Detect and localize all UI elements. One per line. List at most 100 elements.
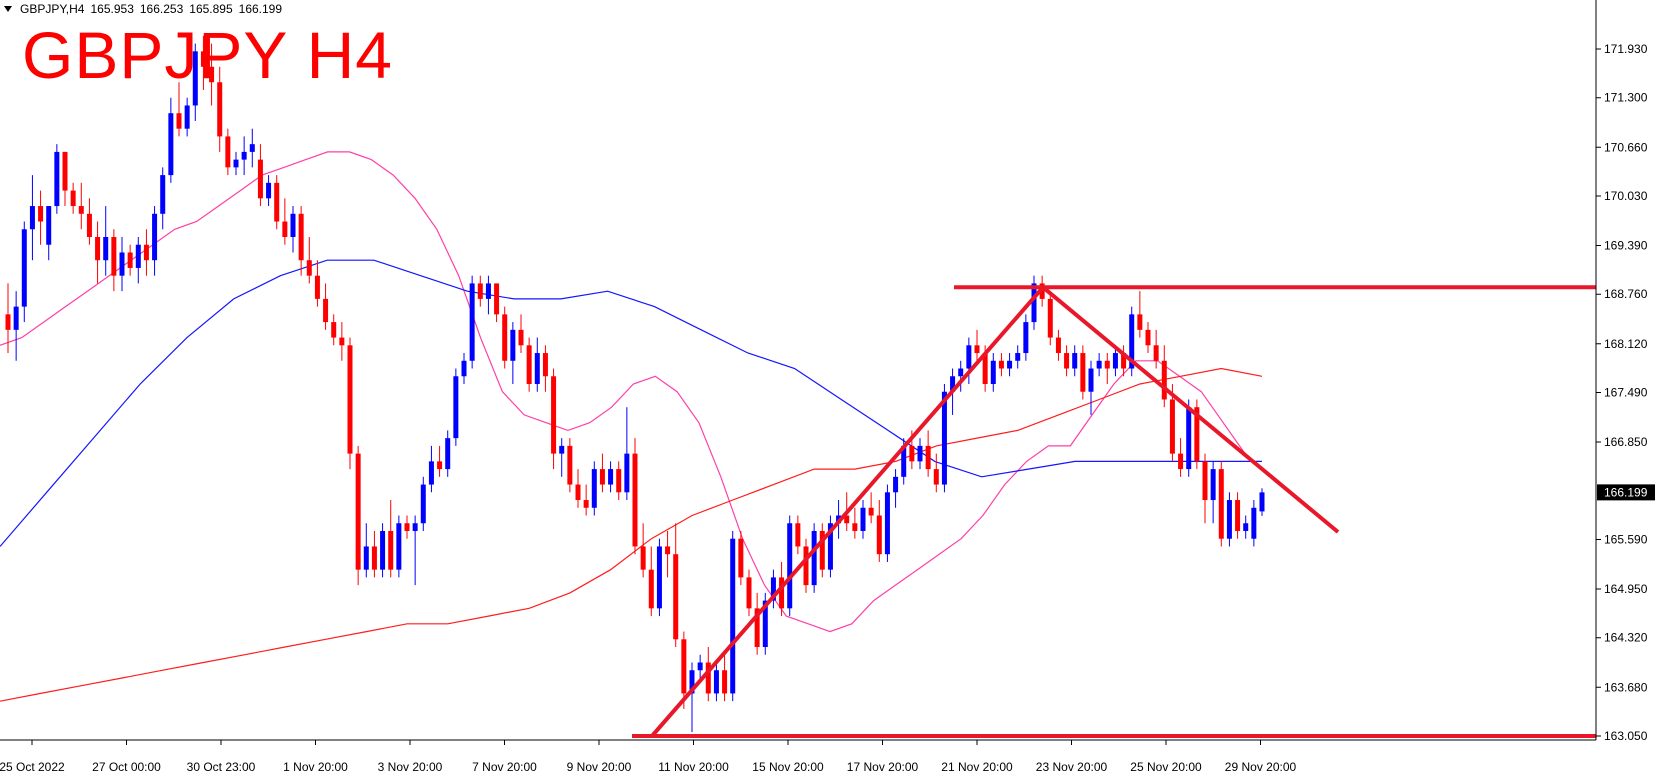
time-tick-label: 27 Oct 00:00 — [92, 760, 161, 774]
candle — [1259, 488, 1265, 516]
candle — [1007, 353, 1013, 377]
candle — [111, 229, 117, 292]
candle-body — [13, 306, 19, 330]
candle-body — [893, 476, 899, 493]
candle-body — [371, 546, 377, 570]
candle — [502, 306, 508, 369]
candle-body — [665, 546, 671, 555]
candle — [990, 353, 996, 392]
candle — [656, 538, 662, 617]
candle-body — [176, 113, 182, 129]
candle-body — [933, 469, 939, 485]
dropdown-triangle-icon[interactable] — [4, 6, 12, 12]
candle — [477, 275, 483, 307]
candle-body — [510, 329, 516, 361]
price-tick-label: 164.950 — [1604, 582, 1648, 596]
candle-body — [437, 461, 443, 470]
chart-title: GBPJPY H4 — [22, 18, 393, 92]
candle — [510, 322, 516, 384]
candle — [770, 569, 776, 609]
time-tick-label: 15 Nov 20:00 — [752, 760, 824, 774]
candle — [591, 461, 597, 516]
candle — [1121, 345, 1127, 377]
candle — [518, 314, 524, 354]
candle-body — [713, 670, 719, 694]
candle-body — [909, 445, 915, 462]
candle-body — [29, 206, 35, 230]
candle — [827, 515, 833, 578]
candle-body — [1055, 337, 1061, 354]
candle — [347, 337, 353, 470]
candle — [917, 438, 923, 470]
candle — [526, 337, 532, 392]
candle-body — [852, 523, 858, 531]
candle-body — [453, 376, 459, 439]
price-tick-label: 167.490 — [1604, 386, 1648, 400]
candle — [925, 430, 931, 477]
candle — [1096, 353, 1102, 377]
candle-body — [445, 438, 451, 470]
candle — [1104, 353, 1110, 384]
candle — [795, 515, 801, 555]
candle-body — [730, 538, 736, 694]
candle — [29, 175, 35, 261]
candle-body — [306, 260, 312, 276]
candle-body — [567, 445, 573, 485]
candle-body — [62, 151, 68, 191]
candle-body — [217, 82, 223, 137]
candle-body — [1031, 283, 1037, 323]
candle — [274, 175, 280, 230]
candle — [290, 206, 296, 253]
candle — [599, 453, 605, 493]
candle — [380, 523, 386, 578]
price-tick-label: 171.300 — [1604, 91, 1648, 105]
candle — [697, 654, 703, 678]
candle — [1226, 492, 1232, 547]
candle — [314, 260, 320, 307]
candle-body — [746, 577, 752, 609]
candle-body — [1112, 353, 1118, 369]
candle — [819, 523, 825, 578]
price-tick-label: 170.030 — [1604, 189, 1648, 203]
candle — [428, 445, 434, 493]
chart-header: GBPJPY,H4 165.953 166.253 165.895 166.19… — [4, 2, 282, 16]
low-value: 165.895 — [189, 2, 233, 16]
candle-body — [656, 546, 662, 609]
candle — [86, 198, 92, 245]
candle-body — [477, 283, 483, 299]
candle — [437, 445, 443, 477]
open-value: 165.953 — [90, 2, 134, 16]
candle — [1251, 500, 1257, 547]
candle-body — [1137, 314, 1143, 330]
candle-body — [608, 469, 614, 485]
candle — [974, 329, 980, 361]
candle — [1072, 345, 1078, 377]
candle — [119, 236, 125, 292]
candle-body — [339, 337, 345, 346]
candle — [209, 43, 215, 106]
candle — [713, 662, 719, 702]
candle-body — [54, 151, 60, 207]
time-tick-label: 25 Oct 2022 — [0, 760, 65, 774]
candle — [306, 236, 312, 284]
candle-body — [974, 345, 980, 354]
candle-body — [575, 484, 581, 501]
candle — [1235, 492, 1241, 539]
price-tick-label: 170.660 — [1604, 140, 1648, 154]
candle — [640, 523, 646, 578]
candle-body — [941, 391, 947, 485]
candle — [152, 206, 158, 276]
price-tick-label: 163.050 — [1604, 729, 1648, 743]
candle — [21, 221, 27, 323]
candle-body — [461, 360, 467, 377]
moving-average-line — [0, 259, 1262, 547]
candle — [1218, 461, 1224, 547]
moving-average-line — [0, 367, 1263, 702]
candle — [1047, 291, 1053, 346]
candle — [583, 484, 589, 516]
candle — [371, 530, 377, 578]
candle — [445, 430, 451, 477]
candle — [1137, 291, 1143, 338]
